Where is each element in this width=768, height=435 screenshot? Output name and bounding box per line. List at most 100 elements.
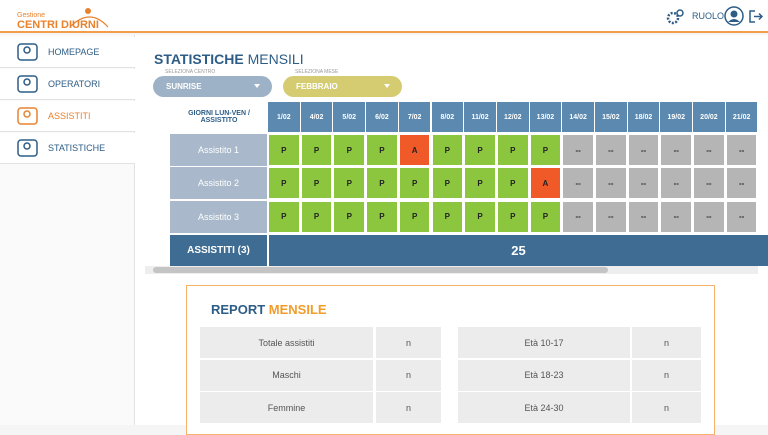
avatar[interactable] (724, 6, 744, 26)
attendance-cell: A (398, 134, 431, 166)
date-header: 20/02 (693, 102, 725, 132)
footer-total: 25 (269, 235, 768, 266)
logo-top: Gestione (17, 12, 46, 19)
attendance-cell: P (496, 134, 529, 166)
nav-label[interactable]: HOMEPAGE (48, 47, 100, 57)
attendance-cell: -- (693, 134, 725, 166)
report-cell: n (376, 359, 441, 391)
filter-label: SELEZIONA MESE (295, 69, 339, 75)
filter-value[interactable]: FEBBRAIO (296, 82, 338, 91)
report-cell: n (376, 327, 441, 358)
attendance-cell: P (268, 200, 300, 233)
report-cell: Totale assistiti (200, 327, 373, 358)
report-cell: n (632, 327, 701, 358)
report-cell: Età 18-23 (458, 359, 630, 391)
attendance-cell: P (529, 200, 562, 233)
sidebar: HOMEPAGE OPERATORI ASSISTITI STATISTICHE (0, 35, 135, 425)
footer-value: 25 (511, 243, 526, 258)
attendance-cell: P (464, 167, 496, 200)
filter-label: SELEZIONA CENTRO (165, 69, 216, 75)
filter-dropdown[interactable]: FEBBRAIO (283, 76, 402, 97)
nav-item[interactable]: STATISTICHE (0, 133, 135, 164)
report-panel: REPORT MENSILE Totale assistiti n Età 10-1… (186, 285, 715, 435)
settings-icon[interactable] (666, 9, 684, 25)
nav-icon (17, 43, 38, 61)
date-header: 12/02 (496, 102, 529, 132)
attendance-cell: P (431, 200, 464, 233)
report-title-a: REPORT (211, 302, 266, 317)
nav-icon (17, 139, 38, 157)
nav-item[interactable]: HOMEPAGE (0, 37, 135, 68)
attendance-cell: P (398, 167, 431, 200)
report-cell: n (632, 359, 701, 391)
date-header: 4/02 (300, 102, 333, 132)
row-label: Assistito 3 (170, 200, 267, 233)
report-cell: n (376, 392, 441, 423)
date-header: 21/02 (725, 102, 758, 132)
attendance-cell: -- (693, 200, 725, 233)
nav-label[interactable]: STATISTICHE (48, 143, 106, 153)
filter-value[interactable]: SUNRISE (166, 82, 202, 91)
footer-label: ASSISTITI (3) (170, 235, 267, 266)
row-label: Assistito 1 (170, 134, 267, 166)
attendance-cell: -- (660, 134, 693, 166)
scrollbar[interactable] (145, 266, 758, 274)
attendance-cell: P (333, 200, 366, 233)
attendance-cell: -- (562, 134, 594, 166)
date-header: 6/02 (366, 102, 398, 132)
attendance-cell: P (300, 167, 333, 200)
nav-item[interactable]: OPERATORI (0, 69, 135, 100)
date-header: 18/02 (627, 102, 660, 132)
attendance-cell: P (268, 134, 300, 166)
date-header: 8/02 (431, 102, 464, 132)
attendance-cell: -- (725, 134, 758, 166)
nav-label[interactable]: OPERATORI (48, 79, 101, 89)
attendance-cell: -- (660, 167, 693, 200)
row-label: Assistito 2 (170, 167, 267, 200)
attendance-cell: P (431, 167, 464, 200)
nav-label[interactable]: ASSISTITI (48, 111, 91, 121)
report-cell: Età 10-17 (458, 327, 630, 358)
page-title: STATISTICHE MENSILI (154, 51, 304, 67)
report-title: REPORT MENSILE (211, 302, 327, 317)
role[interactable]: RUOLO (692, 11, 725, 21)
date-header: 11/02 (464, 102, 496, 132)
attendance-cell: P (300, 200, 333, 233)
report-title-b: MENSILE (268, 302, 327, 317)
scroll-thumb[interactable] (153, 267, 608, 273)
attendance-cell: P (333, 167, 366, 200)
date-header: 15/02 (595, 102, 627, 132)
attendance-cell: -- (595, 200, 627, 233)
attendance-cell: -- (660, 200, 693, 233)
attendance-cell: P (431, 134, 464, 166)
attendance-cell: P (366, 200, 398, 233)
attendance-cell: -- (562, 167, 594, 200)
top-bar: Gestione CENTRI DIURNI RUOLO (0, 0, 768, 33)
nav-icon (17, 75, 38, 93)
attendance-cell: A (529, 167, 562, 200)
filter-dropdown[interactable]: SUNRISE (153, 76, 272, 97)
attendance-cell: -- (595, 134, 627, 166)
logout-icon[interactable] (749, 10, 763, 23)
attendance-cell: P (529, 134, 562, 166)
dropdown-caret (254, 84, 260, 88)
attendance-cell: -- (725, 200, 758, 233)
attendance-cell: P (366, 167, 398, 200)
attendance-cell: P (464, 134, 496, 166)
date-header: 13/02 (529, 102, 562, 132)
attendance-cell: P (464, 200, 496, 233)
nav-icon (17, 107, 38, 125)
attendance-table: GIORNI LUN-VEN / ASSISTITO 1/02 4/02 5/02 6/… (170, 102, 768, 266)
attendance-cell: -- (595, 167, 627, 200)
attendance-cell: P (496, 167, 529, 200)
report-cell: n (632, 392, 701, 423)
logo-art (69, 8, 109, 28)
attendance-cell: -- (562, 200, 594, 233)
attendance-cell: -- (627, 200, 660, 233)
report-cell: Età 24-30 (458, 392, 630, 423)
attendance-cell: P (268, 167, 300, 200)
attendance-cell: -- (725, 167, 758, 200)
nav-item[interactable]: ASSISTITI (0, 101, 135, 132)
attendance-cell: -- (693, 167, 725, 200)
